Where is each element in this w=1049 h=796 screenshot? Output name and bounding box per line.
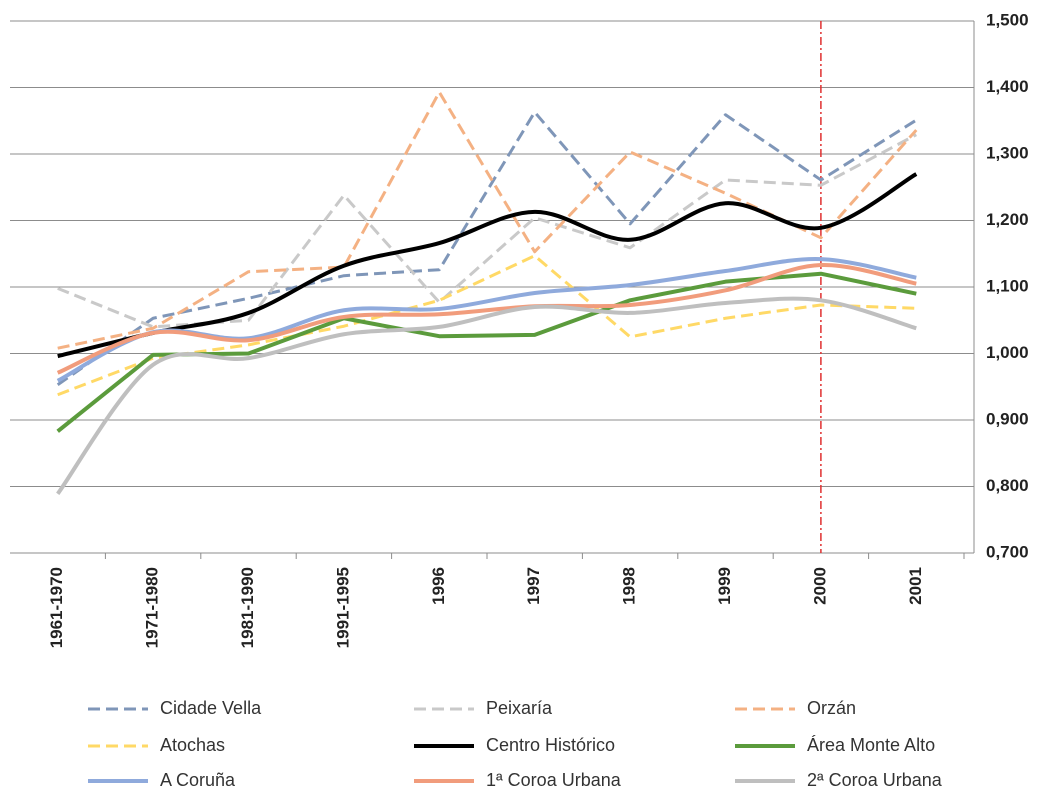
series-line	[57, 172, 918, 359]
y-tick-label: 1,300	[986, 143, 1029, 162]
x-tick-label: 1961-1970	[47, 567, 66, 648]
y-tick-label: 1,500	[986, 10, 1029, 29]
x-tick-label: 1999	[715, 567, 734, 605]
x-tick-label: 1997	[524, 567, 543, 605]
x-tick-label: 1991-1995	[333, 567, 352, 648]
y-tick-label: 0,800	[986, 476, 1029, 495]
y-tick-label: 0,900	[986, 409, 1029, 428]
y-tick-label: 1,100	[986, 276, 1029, 295]
x-tick-label: 1998	[620, 567, 639, 605]
legend-label: 1ª Coroa Urbana	[486, 770, 622, 790]
series-line	[56, 110, 918, 386]
legend-label: Orzán	[807, 698, 856, 718]
series-line	[57, 254, 917, 397]
x-tick-label: 1981-1990	[238, 567, 257, 648]
x-tick-label: 1996	[429, 567, 448, 605]
y-tick-label: 1,400	[986, 77, 1029, 96]
x-tick-label: 2000	[810, 567, 829, 605]
legend-label: Centro Histórico	[486, 735, 615, 755]
y-tick-label: 0,700	[986, 542, 1029, 561]
x-tick-label: 1971-1980	[143, 567, 162, 648]
legend-label: 2ª Coroa Urbana	[807, 770, 943, 790]
legend-label: A Coruña	[160, 770, 236, 790]
legend-label: Cidade Vella	[160, 698, 262, 718]
legend-label: Peixaría	[486, 698, 553, 718]
series-line	[56, 296, 917, 496]
x-tick-label: 2001	[906, 567, 925, 605]
series-line	[56, 263, 917, 375]
y-tick-label: 1,000	[986, 343, 1029, 362]
legend-label: Atochas	[160, 735, 225, 755]
y-tick-label: 1,200	[986, 210, 1029, 229]
legend-label: Área Monte Alto	[807, 735, 935, 755]
